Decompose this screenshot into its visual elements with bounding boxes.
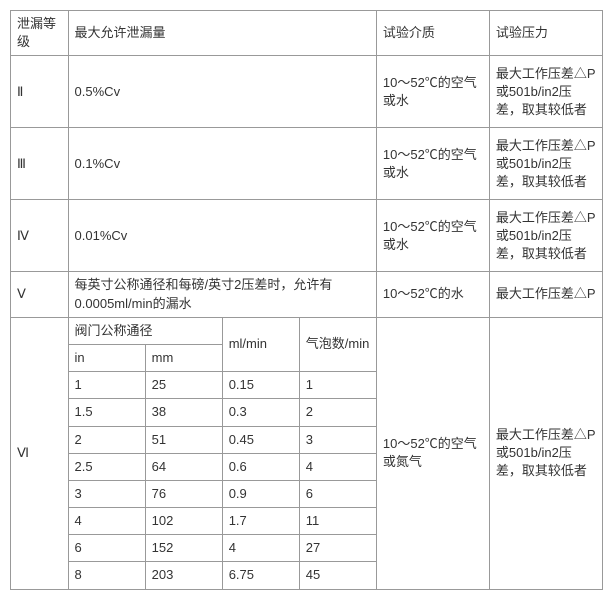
vi-in: 8 (68, 562, 145, 589)
vi-mm: 51 (145, 426, 222, 453)
vi-in-label: in (68, 344, 145, 371)
pressure-cell: 最大工作压差△P或501b/in2压差，取其较低者 (489, 56, 602, 128)
vi-mlmin: 0.15 (222, 372, 299, 399)
table-row: Ⅲ 0.1%Cv 10～52℃的空气或水 最大工作压差△P或501b/in2压差… (11, 128, 603, 200)
vi-bub: 6 (299, 480, 376, 507)
pressure-cell: 最大工作压差△P或501b/in2压差，取其较低者 (489, 128, 602, 200)
vi-mlmin: 1.7 (222, 508, 299, 535)
leak-cell: 0.01%Cv (68, 200, 376, 272)
grade-cell: Ⅱ (11, 56, 69, 128)
leak-cell: 0.1%Cv (68, 128, 376, 200)
header-medium: 试验介质 (376, 11, 489, 56)
medium-cell: 10～52℃的空气或水 (376, 200, 489, 272)
vi-in: 1 (68, 372, 145, 399)
grade-cell: Ⅳ (11, 200, 69, 272)
vi-bub: 11 (299, 508, 376, 535)
vi-mm: 102 (145, 508, 222, 535)
vi-mm: 203 (145, 562, 222, 589)
vi-mlmin: 6.75 (222, 562, 299, 589)
pressure-cell: 最大工作压差△P或501b/in2压差，取其较低者 (489, 200, 602, 272)
vi-mlmin: 0.9 (222, 480, 299, 507)
medium-cell: 10～52℃的水 (376, 272, 489, 317)
header-grade: 泄漏等级 (11, 11, 69, 56)
medium-cell: 10～52℃的空气或氮气 (376, 317, 489, 589)
vi-mm: 38 (145, 399, 222, 426)
vi-mlmin: 0.6 (222, 453, 299, 480)
vi-mlmin-label: ml/min (222, 317, 299, 371)
grade-cell: Ⅴ (11, 272, 69, 317)
table-header-row: 泄漏等级 最大允许泄漏量 试验介质 试验压力 (11, 11, 603, 56)
vi-in: 4 (68, 508, 145, 535)
vi-bub: 4 (299, 453, 376, 480)
header-pressure: 试验压力 (489, 11, 602, 56)
vi-in: 2 (68, 426, 145, 453)
vi-bub: 3 (299, 426, 376, 453)
vi-nominal-label: 阀门公称通径 (68, 317, 222, 344)
vi-mm: 64 (145, 453, 222, 480)
vi-subheader-row: Ⅵ 阀门公称通径 ml/min 气泡数/min 10～52℃的空气或氮气 最大工… (11, 317, 603, 344)
vi-bub: 45 (299, 562, 376, 589)
vi-in: 1.5 (68, 399, 145, 426)
vi-bubbles-label: 气泡数/min (299, 317, 376, 371)
vi-bub: 1 (299, 372, 376, 399)
medium-cell: 10～52℃的空气或水 (376, 56, 489, 128)
vi-mm: 152 (145, 535, 222, 562)
vi-in: 2.5 (68, 453, 145, 480)
vi-mm-label: mm (145, 344, 222, 371)
table-row: Ⅴ 每英寸公称通径和每磅/英寸2压差时，允许有0.0005ml/min的漏水 1… (11, 272, 603, 317)
pressure-cell: 最大工作压差△P (489, 272, 602, 317)
vi-mlmin: 0.45 (222, 426, 299, 453)
vi-bub: 2 (299, 399, 376, 426)
vi-mlmin: 4 (222, 535, 299, 562)
vi-in: 6 (68, 535, 145, 562)
vi-mm: 25 (145, 372, 222, 399)
leakage-table: 泄漏等级 最大允许泄漏量 试验介质 试验压力 Ⅱ 0.5%Cv 10～52℃的空… (10, 10, 603, 590)
grade-cell: Ⅵ (11, 317, 69, 589)
vi-bub: 27 (299, 535, 376, 562)
vi-in: 3 (68, 480, 145, 507)
header-leak: 最大允许泄漏量 (68, 11, 376, 56)
vi-mlmin: 0.3 (222, 399, 299, 426)
pressure-cell: 最大工作压差△P或501b/in2压差，取其较低者 (489, 317, 602, 589)
medium-cell: 10～52℃的空气或水 (376, 128, 489, 200)
grade-cell: Ⅲ (11, 128, 69, 200)
leak-cell: 每英寸公称通径和每磅/英寸2压差时，允许有0.0005ml/min的漏水 (68, 272, 376, 317)
leak-cell: 0.5%Cv (68, 56, 376, 128)
table-row: Ⅳ 0.01%Cv 10～52℃的空气或水 最大工作压差△P或501b/in2压… (11, 200, 603, 272)
table-row: Ⅱ 0.5%Cv 10～52℃的空气或水 最大工作压差△P或501b/in2压差… (11, 56, 603, 128)
vi-mm: 76 (145, 480, 222, 507)
